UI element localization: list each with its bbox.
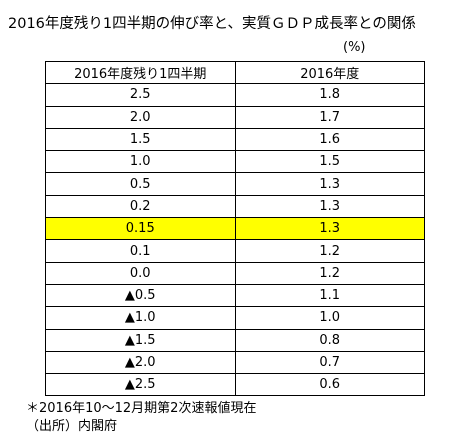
note: （出所）内閣府 xyxy=(26,419,118,434)
table-cell: 1.6 xyxy=(234,127,425,152)
table-cell: 2.0 xyxy=(45,105,236,129)
table-row: 0.0 1.2 xyxy=(45,261,425,285)
table-cell: 1.8 xyxy=(234,83,425,107)
table-cell: 1.0 xyxy=(234,306,425,330)
table-cell: 1.3 xyxy=(234,172,425,196)
table-row: 1.0 1.5 xyxy=(45,150,425,174)
table-cell: 0.15 xyxy=(45,217,236,241)
table-row: ▲2.0 0.7 xyxy=(45,350,425,375)
table-cell: ▲2.5 xyxy=(45,373,236,397)
table-cell: 0.2 xyxy=(45,194,236,219)
table-cell: 1.3 xyxy=(234,194,425,219)
table-row: 2.5 1.8 xyxy=(45,83,425,107)
table-cell: 1.1 xyxy=(234,283,425,308)
table-row: 2.0 1.7 xyxy=(45,105,425,129)
table-cell: 0.5 xyxy=(45,172,236,196)
column-header: 2016年度 xyxy=(234,60,425,85)
table-cell: 2.5 xyxy=(45,83,236,107)
table-row: ▲1.0 1.0 xyxy=(45,306,425,330)
table-row: 0.5 1.3 xyxy=(45,172,425,196)
table-cell: 1.5 xyxy=(45,127,236,152)
table-cell: 0.7 xyxy=(234,350,425,375)
title: 2016年度残り1四半期の伸び率と、実質ＧＤＰ成長率との関係 xyxy=(8,16,416,32)
table-row: 0.2 1.3 xyxy=(45,194,425,219)
note: ＊2016年10～12月期第2次速報値現在 xyxy=(26,401,257,416)
table-cell: 1.3 xyxy=(234,217,425,241)
table: 2016年度残り1四半期 2016年度 2.5 1.8 2.0 1.7 1.5 1.6 1.0… xyxy=(45,60,425,397)
column-header: 2016年度残り1四半期 xyxy=(45,60,236,85)
table-row: 1.5 1.6 xyxy=(45,127,425,152)
table-cell: ▲1.5 xyxy=(45,328,236,352)
table-cell: 1.0 xyxy=(45,150,236,174)
table-head: 2016年度残り1四半期 2016年度 xyxy=(45,60,425,85)
table-cell: 1.2 xyxy=(234,239,425,263)
table-cell: ▲2.0 xyxy=(45,350,236,375)
table-row: ▲0.5 1.1 xyxy=(45,283,425,308)
table-cell: 0.1 xyxy=(45,239,236,263)
table-row: 0.1 1.2 xyxy=(45,239,425,263)
table-row: 0.15 1.3 xyxy=(45,217,425,241)
table-body: 2.5 1.8 2.0 1.7 1.5 1.6 1.0 1.5 0.5 1.3 0.2 1.3 0.15… xyxy=(45,83,425,397)
header-row: 2016年度残り1四半期 2016年度 xyxy=(45,60,425,85)
notes: ＊2016年10～12月期第2次速報値現在 （出所）内閣府 xyxy=(26,400,256,436)
table-cell: 1.5 xyxy=(234,150,425,174)
table-cell: 0.6 xyxy=(234,373,425,397)
unit: (%) xyxy=(343,40,366,55)
table-cell: 0.8 xyxy=(234,328,425,352)
table-row: ▲2.5 0.6 xyxy=(45,373,425,397)
table-cell: ▲1.0 xyxy=(45,306,236,330)
table-cell: 1.2 xyxy=(234,261,425,285)
table-cell: 1.7 xyxy=(234,105,425,129)
table-cell: ▲0.5 xyxy=(45,283,236,308)
table-cell: 0.0 xyxy=(45,261,236,285)
table-row: ▲1.5 0.8 xyxy=(45,328,425,352)
